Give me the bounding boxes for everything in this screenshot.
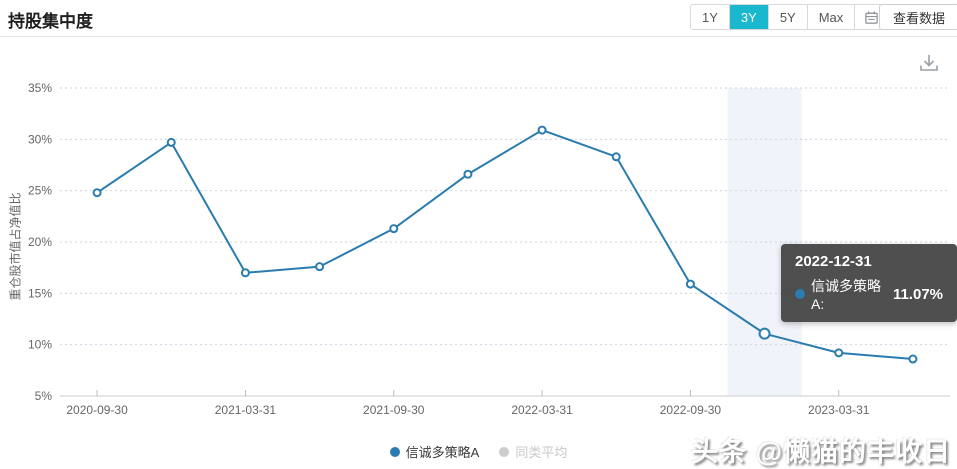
x-tick-label: 2023-03-31 bbox=[808, 403, 870, 417]
y-tick-label: 5% bbox=[35, 389, 53, 403]
data-point[interactable] bbox=[389, 224, 399, 234]
y-tick-label: 35% bbox=[28, 81, 52, 95]
x-tick-label: 2020-09-30 bbox=[66, 403, 128, 417]
legend-item[interactable]: 同类平均 bbox=[499, 442, 567, 461]
data-point[interactable] bbox=[315, 262, 325, 272]
series-dot-icon bbox=[795, 289, 805, 299]
view-data-button[interactable]: 查看数据 bbox=[879, 4, 957, 30]
y-tick-label: 25% bbox=[28, 184, 52, 198]
chart-legend: 信诚多策略A 同类平均 bbox=[0, 442, 957, 461]
legend-label: 信诚多策略A bbox=[405, 445, 480, 460]
x-tick-label: 2022-03-31 bbox=[511, 403, 573, 417]
data-point-highlighted[interactable] bbox=[758, 327, 771, 340]
header: 持股集中度 1Y 3Y 5Y Max 查看数据 bbox=[0, 0, 957, 37]
data-point[interactable] bbox=[537, 125, 547, 135]
line-series[interactable] bbox=[96, 129, 914, 361]
page-title: 持股集中度 bbox=[8, 12, 93, 31]
x-tick-label: 2022-09-30 bbox=[660, 403, 722, 417]
hover-band bbox=[727, 88, 802, 396]
data-point[interactable] bbox=[611, 152, 621, 162]
x-tick-label: 2021-03-31 bbox=[215, 403, 277, 417]
data-point[interactable] bbox=[685, 279, 695, 289]
range-button-group: 1Y 3Y 5Y Max bbox=[690, 4, 890, 30]
x-tick-label: 2021-09-30 bbox=[363, 403, 425, 417]
y-tick-label: 15% bbox=[28, 286, 52, 300]
y-axis-title: 重仓股市值占净值比 bbox=[8, 192, 23, 301]
y-tick-label: 20% bbox=[28, 235, 52, 249]
calendar-button[interactable] bbox=[854, 5, 888, 29]
y-tick-label: 10% bbox=[28, 338, 52, 352]
chart-tooltip: 2022-12-31 信诚多策略A: 11.07% bbox=[781, 244, 957, 322]
tooltip-date: 2022-12-31 bbox=[795, 253, 872, 270]
data-point[interactable] bbox=[166, 137, 176, 147]
legend-label: 同类平均 bbox=[515, 445, 568, 460]
legend-dot-icon bbox=[389, 446, 400, 457]
download-button[interactable] bbox=[916, 50, 942, 76]
download-icon bbox=[920, 55, 938, 71]
calendar-icon bbox=[865, 10, 879, 24]
range-button-3y[interactable]: 3Y bbox=[728, 5, 768, 29]
data-point[interactable] bbox=[834, 348, 844, 358]
legend-dot-icon bbox=[499, 446, 510, 457]
tooltip-value: 11.07% bbox=[892, 285, 943, 303]
y-tick-label: 30% bbox=[28, 132, 52, 146]
data-point[interactable] bbox=[463, 169, 473, 179]
data-point[interactable] bbox=[240, 268, 250, 278]
data-point[interactable] bbox=[92, 188, 102, 198]
range-button-max[interactable]: Max bbox=[806, 5, 855, 29]
range-button-1y[interactable]: 1Y bbox=[702, 9, 718, 25]
tooltip-series-label: 信诚多策略A: bbox=[811, 278, 881, 312]
data-point[interactable] bbox=[908, 354, 918, 364]
range-button-5y[interactable]: 5Y bbox=[767, 5, 807, 29]
legend-item[interactable]: 信诚多策略A bbox=[389, 442, 480, 461]
